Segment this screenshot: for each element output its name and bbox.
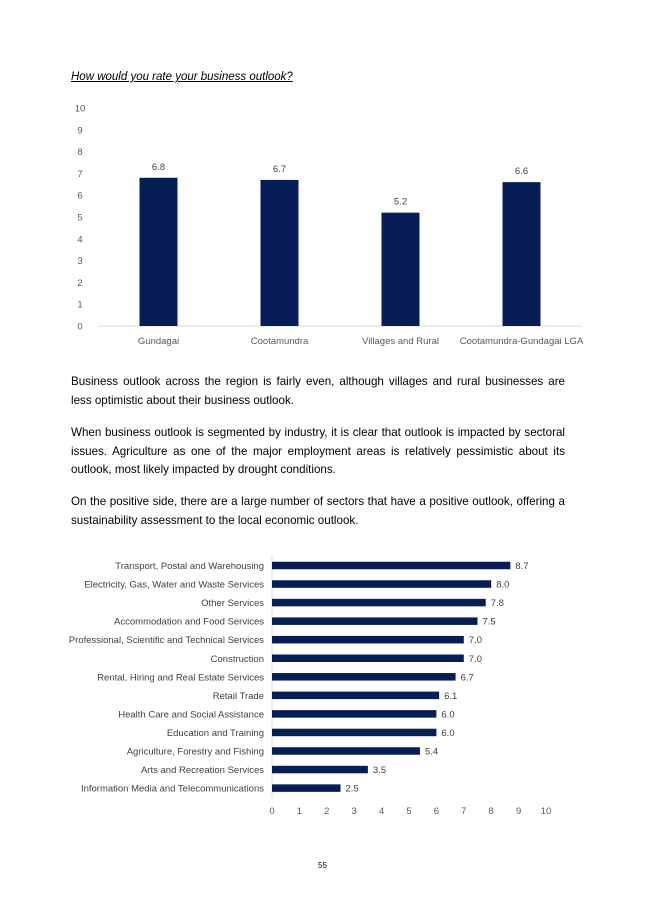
bar [272,765,368,774]
data-label: 2.5 [346,784,359,795]
bar [139,177,178,326]
y-tick-label: 3 [77,256,82,267]
y-tick-label: 9 [77,125,82,136]
y-tick-label: 2 [77,278,82,289]
x-tick-label: 9 [516,806,521,817]
data-label: 7.0 [469,654,482,665]
y-tick-label: 4 [77,234,82,245]
data-label: 8.7 [515,561,528,572]
page-number: 55 [318,861,327,870]
bar [272,691,440,700]
bar [272,635,464,644]
data-label: 6.7 [273,164,286,175]
category-label: Accommodation and Food Services [114,617,264,628]
y-tick-label: 1 [77,300,82,311]
paragraph-industry-outlook: When business outlook is segmented by in… [71,426,565,476]
bar [272,728,437,737]
category-label: Arts and Recreation Services [141,765,264,776]
data-label: 8.0 [496,580,509,591]
bar [272,561,511,570]
y-tick-label: 8 [77,147,82,158]
x-tick-label: 2 [324,806,329,817]
category-label: Information Media and Telecommunications [81,784,264,795]
x-tick-label: 6 [434,806,439,817]
category-label: Other Services [201,598,264,609]
bar [260,179,299,326]
category-label: Rental, Hiring and Real Estate Services [97,672,264,683]
data-label: 7.0 [469,635,482,646]
data-label: 6.0 [441,709,454,720]
y-tick-label: 10 [75,104,86,115]
x-tick-label: 7 [461,806,466,817]
category-label: Transport, Postal and Warehousing [115,561,264,572]
x-tick-label: Gundagai [138,336,179,347]
data-label: 6.6 [515,166,528,177]
x-tick-label: Cootamundra [251,336,309,347]
category-label: Health Care and Social Assistance [118,709,264,720]
paragraph-regional-outlook: Business outlook across the region is fa… [71,375,565,407]
bar [272,710,437,718]
bar [502,182,541,326]
x-tick-label: 4 [379,806,384,817]
bar [272,617,478,625]
data-label: 6.7 [461,672,474,683]
x-tick-label: Villages and Rural [362,336,439,347]
data-label: 3.5 [373,765,386,776]
category-label: Agriculture, Forestry and Fishing [127,747,264,758]
category-label: Electricity, Gas, Water and Waste Servic… [84,580,264,591]
category-label: Education and Training [167,728,264,739]
x-tick-label: 1 [297,806,302,817]
paragraph-positive-outlook: On the positive side, there are a large … [71,495,565,527]
data-label: 6.0 [441,728,454,739]
data-label: 5.4 [425,747,438,758]
bar [272,654,464,662]
bar [272,598,486,607]
x-tick-label: 3 [352,806,357,817]
y-tick-label: 0 [77,322,82,333]
data-label: 5.2 [394,197,407,208]
data-label: 7.8 [491,598,504,609]
x-tick-label: 0 [269,806,274,817]
category-label: Professional, Scientific and Technical S… [69,635,264,646]
x-tick-label: 10 [541,806,552,817]
data-label: 7.5 [483,617,496,628]
y-tick-label: 6 [77,191,82,202]
x-tick-label: Cootamundra-Gundagai LGA [460,336,584,347]
x-tick-label: 8 [489,806,494,817]
bar [272,580,492,588]
bar [272,673,456,681]
x-tick-label: 5 [406,806,411,817]
category-label: Retail Trade [213,691,264,702]
bar [272,747,420,755]
bar [272,784,341,792]
chart-question-heading: How would you rate your business outlook… [71,71,293,83]
category-label: Construction [211,654,264,665]
y-tick-label: 7 [77,169,82,180]
data-label: 6.1 [444,691,457,702]
bar [381,212,420,326]
data-label: 6.8 [152,162,165,173]
y-tick-label: 5 [77,213,82,224]
